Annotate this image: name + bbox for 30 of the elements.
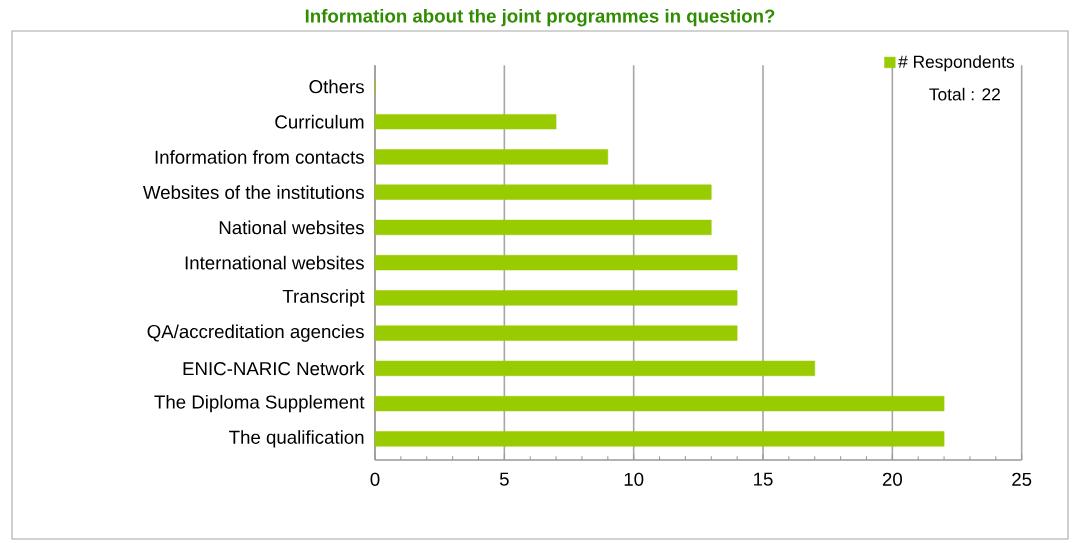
y-tick-label: National websites [219, 220, 364, 235]
legend-label: # Respondents [898, 55, 1015, 72]
chart-title: Information about the joint programmes in question? [305, 8, 775, 27]
y-tick-label: Curriculum [275, 114, 364, 129]
x-tick-label: 20 [882, 472, 902, 486]
y-tick-label: Information from contacts [155, 150, 364, 164]
y-tick-label: Transcript [282, 289, 365, 307]
x-tick-label: 10 [624, 472, 644, 486]
y-tick-label: QA/accreditation agencies [147, 324, 364, 342]
bar [374, 360, 816, 376]
bar [374, 290, 738, 306]
bar [374, 184, 712, 200]
bar [374, 325, 738, 341]
bar [374, 114, 557, 130]
bar [374, 219, 712, 236]
bar [374, 396, 945, 412]
x-tick-label: 15 [754, 472, 773, 486]
y-tick-label: Websites of the institutions [142, 185, 364, 200]
x-tick-label: 5 [499, 472, 509, 486]
x-tick-label: 0 [370, 472, 380, 486]
x-tick-label: 25 [1012, 472, 1032, 486]
bar [374, 431, 945, 447]
y-tick-label: International websites [185, 255, 364, 270]
bar [374, 255, 738, 271]
bar [374, 149, 609, 165]
y-tick-label: Others [309, 79, 364, 94]
annotation: Total : 22 [929, 87, 1000, 101]
y-tick-label: The qualification [229, 430, 364, 448]
y-tick-label: ENIC-NARIC Network [183, 361, 365, 376]
y-tick-label: The Diploma Supplement [154, 394, 365, 413]
